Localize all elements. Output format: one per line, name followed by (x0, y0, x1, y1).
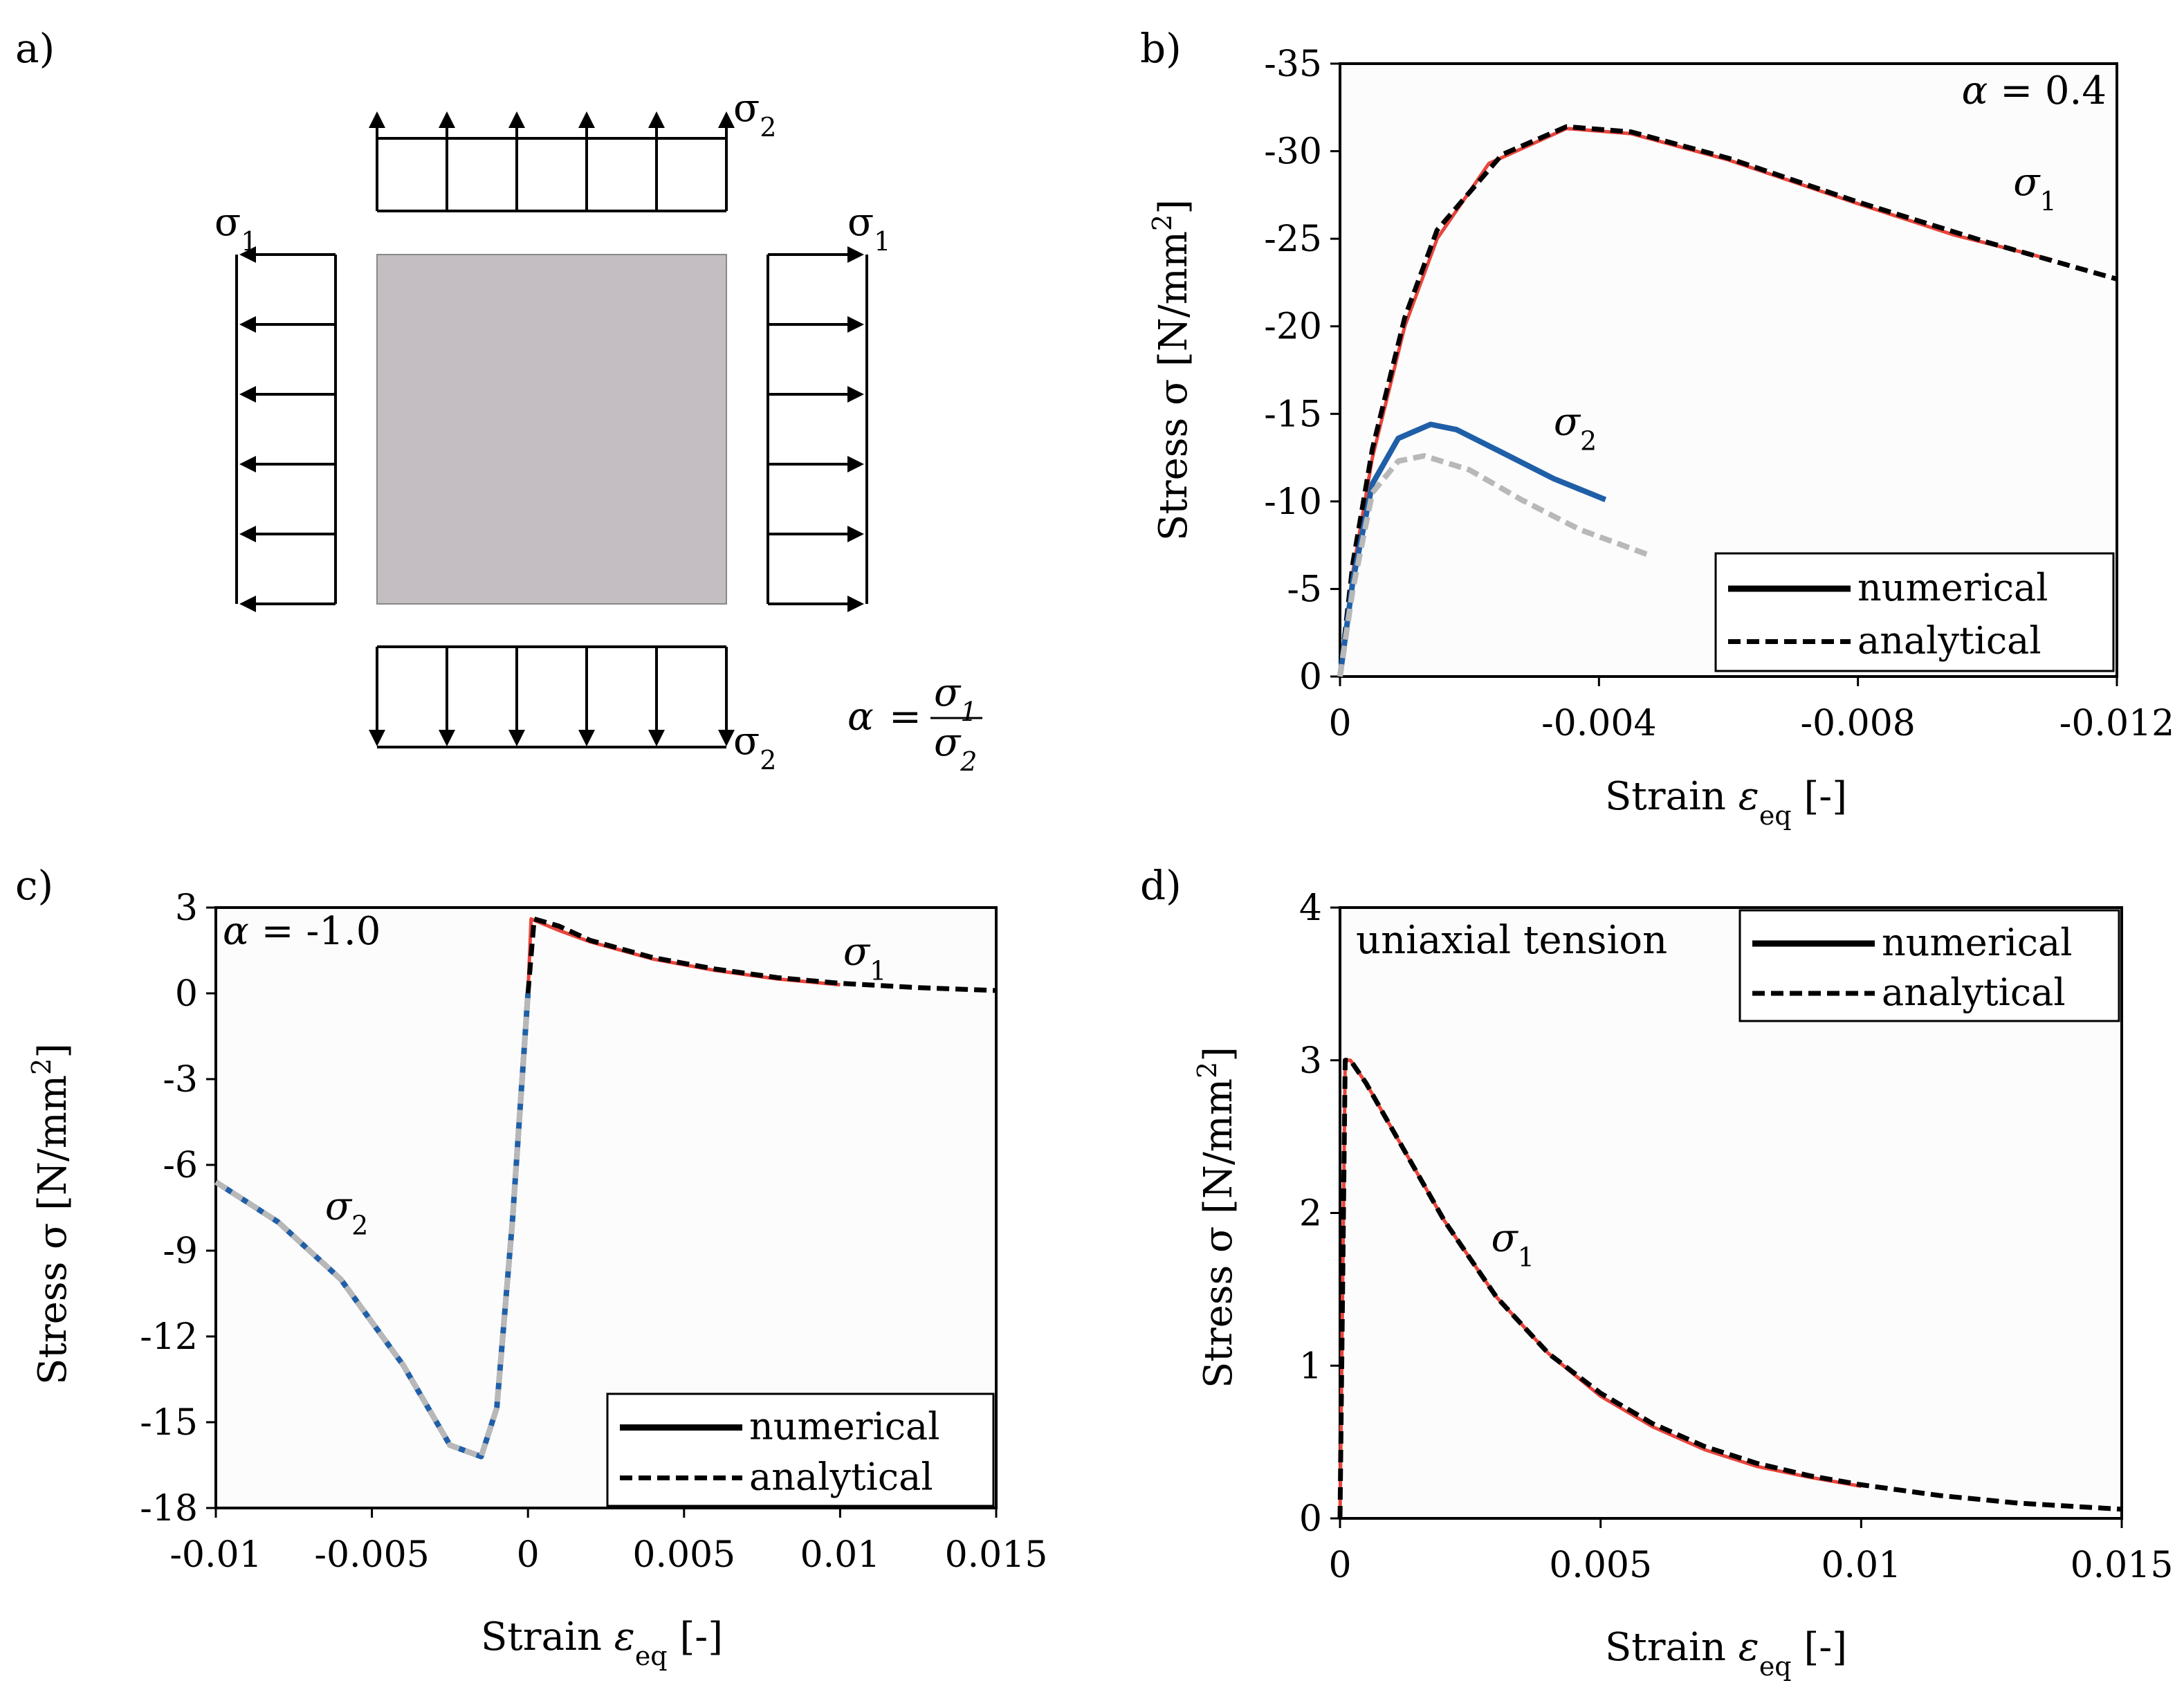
series-line-sigma2-numerical (1337, 421, 1607, 677)
x-axis-label: Strain εeq [-] (1605, 1625, 1847, 1682)
panel-b-label: b) (1140, 25, 1182, 72)
x-tick-label: 0.01 (800, 1534, 881, 1576)
x-tick-label: 0.01 (1821, 1545, 1901, 1586)
legend-box (1738, 909, 2120, 1022)
y-tick-label: -9 (163, 1231, 198, 1272)
series-line-sigma1-analytical (1337, 124, 2118, 677)
legend-numerical-label: numerical (1857, 566, 2048, 609)
legend-box (606, 1392, 995, 1507)
x-tick-label: -0.012 (2059, 703, 2174, 744)
y-tick-label: -5 (1287, 569, 1322, 610)
alpha-formula: α = σ1 σ2 (847, 670, 982, 777)
y-tick-label: 1 (1299, 1345, 1322, 1387)
series-label: σ1 (1491, 1216, 1534, 1273)
x-tick-label: -0.005 (314, 1534, 429, 1576)
series-line-sigma1-analytical (525, 917, 997, 994)
chart-annotation: α = -1.0 (223, 909, 380, 954)
x-tick-label: 0 (517, 1534, 540, 1576)
chart-annotation: uniaxial tension (1356, 918, 1667, 963)
x-tick-label: 0 (1328, 1545, 1351, 1586)
y-tick-label: -18 (140, 1488, 198, 1529)
x-tick-label: -0.01 (169, 1534, 261, 1576)
x-axis-label: Strain εeq [-] (481, 1615, 723, 1671)
x-tick-label: 0.015 (945, 1534, 1048, 1576)
y-tick-label: -20 (1264, 306, 1322, 348)
alpha-denominator: σ2 (934, 720, 977, 777)
y-tick-label: -10 (1264, 481, 1322, 523)
series-label: σ2 (325, 1184, 368, 1241)
left-load-block (235, 246, 337, 612)
legend-analytical-label: analytical (1882, 971, 2066, 1014)
y-tick-label: 0 (1299, 656, 1322, 698)
y-axis-label: Stress σ [N/mm2] (26, 1043, 75, 1385)
legend-numerical-label: numerical (1882, 921, 2073, 964)
y-tick-label: 3 (1299, 1040, 1322, 1082)
legend-box (1714, 552, 2115, 672)
x-tick-label: 0 (1328, 703, 1351, 744)
sigma2-top-label: σ2 (733, 86, 776, 142)
series-label: σ2 (1554, 400, 1597, 457)
x-tick-label: 0.005 (1549, 1545, 1652, 1586)
sigma1-left-label: σ1 (214, 200, 257, 257)
y-axis-label: Stress σ [N/mm2] (1192, 1047, 1241, 1388)
panel-b-chart: b) 0 -5 -10 -15 -20 -25 -30 -35 0 -0.004 -0.008 -0.0… (1140, 25, 2174, 831)
x-tick-label: 0.015 (2071, 1545, 2174, 1586)
panel-a-label: a) (15, 25, 55, 72)
y-tick-label: -6 (163, 1145, 198, 1186)
y-tick-label: -25 (1264, 219, 1322, 260)
panel-c-chart: c) 3 0 -3 -6 -9 -12 -15 -18 -0.01 -0.005 0 0.005 0.01… (15, 862, 1047, 1671)
chart-annotation: α = 0.4 (1962, 68, 2107, 113)
x-axis-label: Strain εeq [-] (1605, 774, 1847, 831)
y-tick-label: -35 (1264, 44, 1322, 85)
panel-d-label: d) (1140, 862, 1182, 909)
series-label: σ1 (843, 930, 886, 986)
panel-c-label: c) (15, 862, 53, 909)
y-tick-label: 0 (1299, 1498, 1322, 1540)
sigma1-right-label: σ1 (847, 200, 890, 257)
y-tick-label: -12 (140, 1316, 198, 1358)
legend-numerical-label: numerical (749, 1405, 940, 1449)
series-line-sigma1-analytical (1337, 1058, 2122, 1519)
bottom-load-block (369, 645, 735, 748)
y-tick-label: -15 (1264, 394, 1322, 435)
panel-d-chart: d) 0 1 2 3 4 0 0.005 0.01 0.015 Strain εeq [-] Stre… (1140, 862, 2173, 1682)
legend-analytical-label: analytical (1857, 619, 2041, 663)
legend-analytical-label: analytical (749, 1455, 933, 1499)
alpha-symbol: α (847, 695, 874, 739)
y-tick-label: 4 (1299, 888, 1322, 929)
top-load-block (369, 111, 735, 212)
x-tick-label: -0.004 (1541, 703, 1656, 744)
series-line-sigma2-analytical (1337, 453, 1652, 677)
right-load-block (767, 246, 868, 612)
y-tick-label: 3 (175, 888, 198, 929)
y-tick-label: 2 (1299, 1193, 1322, 1235)
sigma2-bottom-label: σ2 (733, 719, 776, 775)
y-tick-label: 0 (175, 973, 198, 1015)
x-tick-label: -0.008 (1800, 703, 1915, 744)
series-line-sigma2-analytical (214, 993, 531, 1460)
y-tick-label: -30 (1264, 131, 1322, 173)
x-tick-label: 0.005 (632, 1534, 735, 1576)
y-axis-label: Stress σ [N/mm2] (1147, 199, 1196, 541)
series-label: σ1 (2013, 160, 2056, 217)
specimen-square (376, 254, 727, 605)
y-tick-label: -15 (140, 1402, 198, 1444)
panel-a: a) σ2 σ2 (15, 25, 982, 777)
y-tick-label: -3 (163, 1059, 198, 1101)
alpha-equals: = (889, 695, 921, 739)
